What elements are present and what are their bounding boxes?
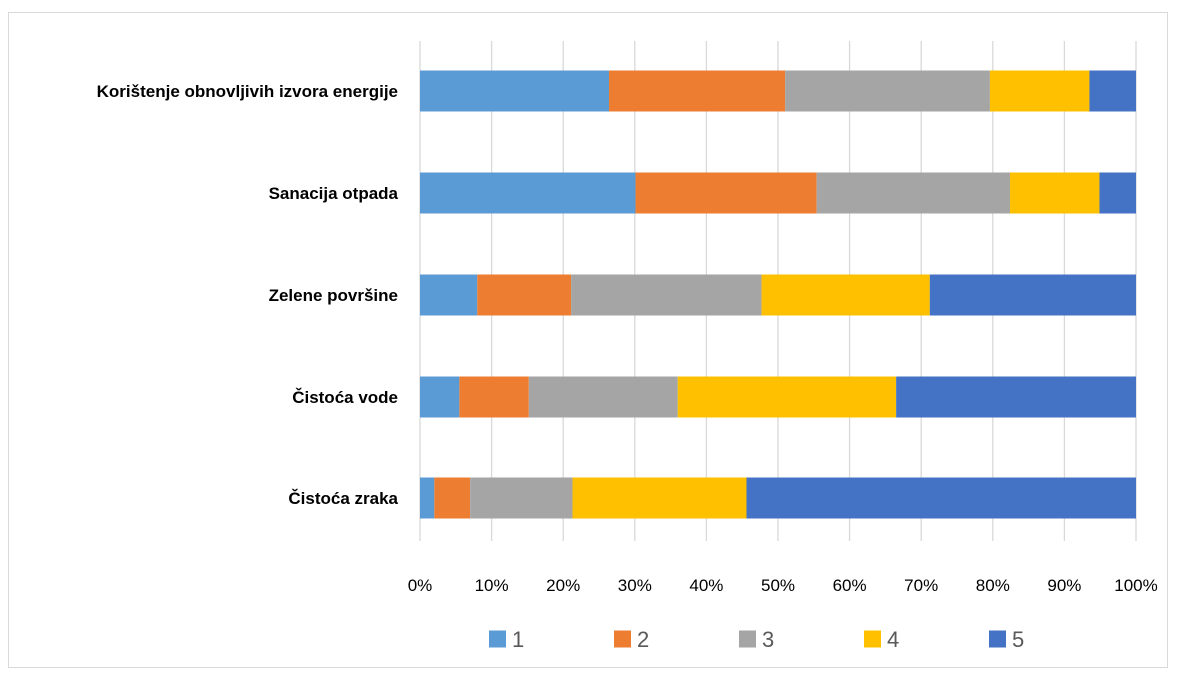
legend-label-4: 4 [887,627,899,652]
bar-segment-series-2 [609,70,786,112]
bar-segment-series-4 [572,477,747,519]
legend-swatch-2 [614,630,631,648]
bar-segment-series-5 [929,274,1136,316]
x-tick-label: 0% [408,576,433,595]
x-tick-label: 30% [618,576,652,595]
x-tick-label: 80% [976,576,1010,595]
bar-segment-series-1 [420,70,610,112]
category-label: Zelene površine [269,286,398,305]
legend-swatch-1 [489,630,506,648]
x-tick-label: 20% [546,576,580,595]
chart-frame [8,12,1168,668]
legend-label-2: 2 [637,627,649,652]
bar-segment-series-4 [761,274,930,316]
bar-segment-series-3 [785,70,990,112]
x-tick-label: 70% [904,576,938,595]
legend-label-1: 1 [512,627,524,652]
x-tick-label: 40% [689,576,723,595]
x-tick-label: 90% [1047,576,1081,595]
bar-segment-series-2 [459,376,529,418]
bar-segment-series-1 [420,376,460,418]
legend-label-3: 3 [762,627,774,652]
category-labels: Korištenje obnovljivih izvora energije Sa… [97,82,399,508]
bar-segment-series-1 [420,477,435,519]
legend: 1 2 3 4 5 [489,627,1024,652]
legend-label-5: 5 [1012,627,1024,652]
bar-segment-series-3 [571,274,762,316]
bar-segment-series-3 [816,172,1010,214]
x-tick-label: 10% [475,576,509,595]
bar-segment-series-2 [635,172,817,214]
category-label: Čistoća vode [292,388,398,407]
legend-swatch-3 [739,630,756,648]
bar-segment-series-5 [1099,172,1136,214]
bar-segment-series-1 [420,274,478,316]
bar-segment-series-2 [477,274,572,316]
x-tick-label: 60% [833,576,867,595]
bar-segment-series-1 [420,172,636,214]
category-label: Korištenje obnovljivih izvora energije [97,82,398,101]
bar-segment-series-3 [528,376,678,418]
x-tick-label: 100% [1114,576,1157,595]
legend-swatch-4 [864,630,881,648]
bar-segment-series-4 [1009,172,1100,214]
bar-segment-series-3 [470,477,573,519]
x-tick-label: 50% [761,576,795,595]
x-tick-labels: 0% 10% 20% 30% 40% 50% 60% 70% 80% 90% 100% [408,576,1158,595]
category-label: Čistoća zraka [288,489,398,508]
bar-segment-series-4 [677,376,897,418]
legend-swatch-5 [989,630,1006,648]
bar-segment-series-4 [989,70,1090,112]
bar-segment-series-5 [1089,70,1136,112]
category-label: Sanacija otpada [269,184,399,203]
bar-segments [420,70,1136,519]
bar-segment-series-2 [434,477,471,519]
bar-segment-series-5 [746,477,1136,519]
bar-segment-series-5 [896,376,1136,418]
